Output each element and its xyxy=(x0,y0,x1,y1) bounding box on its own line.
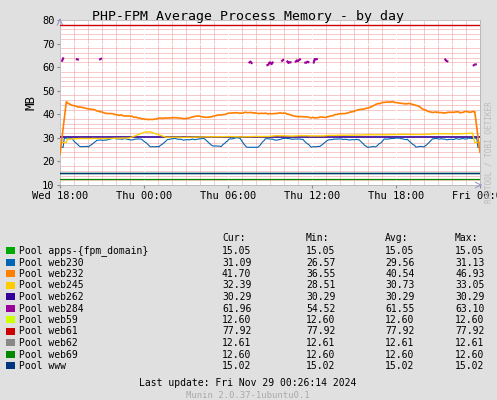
Text: 30.29: 30.29 xyxy=(385,292,414,302)
Text: 33.05: 33.05 xyxy=(455,280,485,290)
Text: Pool www: Pool www xyxy=(19,361,66,371)
Text: Pool web230: Pool web230 xyxy=(19,258,83,268)
Text: 77.92: 77.92 xyxy=(385,326,414,336)
Text: 12.60: 12.60 xyxy=(455,315,485,325)
Text: 15.02: 15.02 xyxy=(455,361,485,371)
Text: Pool web69: Pool web69 xyxy=(19,350,78,360)
Text: 12.60: 12.60 xyxy=(306,350,335,360)
Text: 32.39: 32.39 xyxy=(222,280,251,290)
Text: 30.29: 30.29 xyxy=(455,292,485,302)
Text: 61.55: 61.55 xyxy=(385,304,414,314)
Text: 12.61: 12.61 xyxy=(455,338,485,348)
Text: 41.70: 41.70 xyxy=(222,269,251,279)
Text: 36.55: 36.55 xyxy=(306,269,335,279)
Text: 54.52: 54.52 xyxy=(306,304,335,314)
Text: 30.29: 30.29 xyxy=(306,292,335,302)
Text: 30.29: 30.29 xyxy=(222,292,251,302)
Text: 15.05: 15.05 xyxy=(306,246,335,256)
Text: 12.60: 12.60 xyxy=(306,315,335,325)
Text: 31.09: 31.09 xyxy=(222,258,251,268)
Text: Pool apps-{fpm_domain}: Pool apps-{fpm_domain} xyxy=(19,246,148,256)
Text: Pool web245: Pool web245 xyxy=(19,280,83,290)
Text: 77.92: 77.92 xyxy=(306,326,335,336)
Text: 61.96: 61.96 xyxy=(222,304,251,314)
Text: 15.02: 15.02 xyxy=(306,361,335,371)
Y-axis label: MB: MB xyxy=(25,95,38,110)
Text: Last update: Fri Nov 29 00:26:14 2024: Last update: Fri Nov 29 00:26:14 2024 xyxy=(139,378,357,388)
Text: 15.05: 15.05 xyxy=(455,246,485,256)
Text: 12.61: 12.61 xyxy=(306,338,335,348)
Text: 15.05: 15.05 xyxy=(222,246,251,256)
Text: Pool web61: Pool web61 xyxy=(19,326,78,336)
Text: 28.51: 28.51 xyxy=(306,280,335,290)
Text: Pool web284: Pool web284 xyxy=(19,304,83,314)
Text: Pool web59: Pool web59 xyxy=(19,315,78,325)
Text: Munin 2.0.37-1ubuntu0.1: Munin 2.0.37-1ubuntu0.1 xyxy=(186,390,310,400)
Text: PHP-FPM Average Process Memory - by day: PHP-FPM Average Process Memory - by day xyxy=(92,10,405,23)
Text: Cur:: Cur: xyxy=(222,233,246,243)
Text: Min:: Min: xyxy=(306,233,330,243)
Text: 29.56: 29.56 xyxy=(385,258,414,268)
Text: RRDTOOL / TOBI OETIKER: RRDTOOL / TOBI OETIKER xyxy=(484,101,493,203)
Text: 12.60: 12.60 xyxy=(222,350,251,360)
Text: Pool web232: Pool web232 xyxy=(19,269,83,279)
Text: 31.13: 31.13 xyxy=(455,258,485,268)
Text: 12.60: 12.60 xyxy=(455,350,485,360)
Text: 15.02: 15.02 xyxy=(222,361,251,371)
Text: 77.92: 77.92 xyxy=(455,326,485,336)
Text: 77.92: 77.92 xyxy=(222,326,251,336)
Text: 30.73: 30.73 xyxy=(385,280,414,290)
Text: Pool web262: Pool web262 xyxy=(19,292,83,302)
Text: 12.60: 12.60 xyxy=(385,350,414,360)
Text: 15.05: 15.05 xyxy=(385,246,414,256)
Text: 12.61: 12.61 xyxy=(222,338,251,348)
Text: 12.61: 12.61 xyxy=(385,338,414,348)
Text: 46.93: 46.93 xyxy=(455,269,485,279)
Text: Max:: Max: xyxy=(455,233,479,243)
Text: Avg:: Avg: xyxy=(385,233,409,243)
Text: 26.57: 26.57 xyxy=(306,258,335,268)
Text: 63.10: 63.10 xyxy=(455,304,485,314)
Text: 40.54: 40.54 xyxy=(385,269,414,279)
Text: 12.60: 12.60 xyxy=(222,315,251,325)
Text: 12.60: 12.60 xyxy=(385,315,414,325)
Text: 15.02: 15.02 xyxy=(385,361,414,371)
Text: Pool web62: Pool web62 xyxy=(19,338,78,348)
